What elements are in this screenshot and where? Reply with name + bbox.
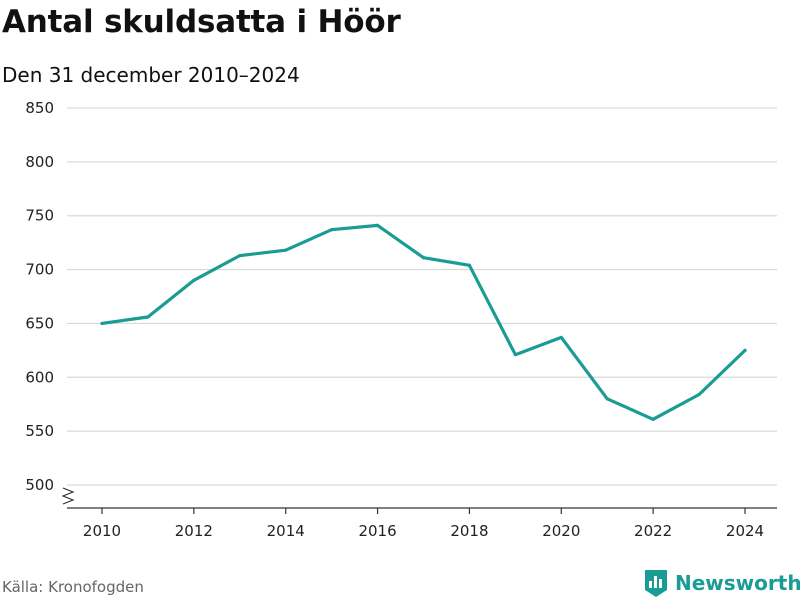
y-tick-label-600: 600	[25, 368, 54, 386]
data-point-2019	[513, 353, 517, 357]
series-line-0	[100, 223, 747, 421]
chart-title: Antal skuldsatta i Höör	[2, 4, 401, 40]
y-tick-label-550: 550	[25, 422, 54, 440]
data-point-2018	[467, 263, 472, 267]
y-tick-label-850: 850	[25, 99, 54, 117]
data-point-2020	[559, 335, 563, 340]
axis-break-icon	[61, 487, 75, 505]
x-tick-label-2016: 2016	[358, 522, 396, 540]
data-point-2010	[100, 321, 104, 326]
x-axis	[67, 507, 777, 514]
x-tick-label-2014: 2014	[267, 522, 305, 540]
x-tick-label-2010: 2010	[83, 522, 121, 540]
y-tick-label-750: 750	[25, 207, 54, 225]
y-axis-labels: 500 550 600 650 700 750 800 850	[25, 99, 54, 494]
data-point-2023	[697, 392, 701, 397]
data-point-2015	[330, 228, 334, 232]
series-group	[100, 223, 747, 421]
x-tick-label-2024: 2024	[726, 522, 764, 540]
data-point-2013	[238, 253, 242, 258]
data-point-2012	[192, 278, 196, 282]
y-tick-label-650: 650	[25, 314, 54, 332]
gridlines	[61, 107, 777, 505]
y-tick-label-800: 800	[25, 153, 54, 171]
newsworthy-logo-icon	[645, 570, 667, 597]
brand-name: Newsworthy	[675, 571, 800, 595]
x-axis-labels: 2010 2012 2014 2016 2018 2020 2022 2024	[83, 522, 764, 540]
data-point-2022	[651, 417, 655, 421]
brand-logo: Newsworthy	[643, 568, 800, 598]
y-tick-label-700: 700	[25, 261, 54, 279]
data-point-2014	[284, 248, 288, 252]
data-point-2017	[421, 256, 426, 260]
data-point-2016	[375, 223, 380, 228]
data-point-2024	[743, 348, 747, 352]
x-tick-label-2018: 2018	[450, 522, 488, 540]
y-tick-label-500: 500	[25, 476, 54, 494]
source-note: Källa: Kronofogden	[2, 578, 144, 596]
data-point-2011	[146, 315, 150, 319]
chart-subtitle: Den 31 december 2010–2024	[2, 63, 300, 87]
x-tick-label-2022: 2022	[634, 522, 672, 540]
x-tick-label-2012: 2012	[175, 522, 213, 540]
x-tick-label-2020: 2020	[542, 522, 580, 540]
data-point-2021	[605, 397, 609, 401]
